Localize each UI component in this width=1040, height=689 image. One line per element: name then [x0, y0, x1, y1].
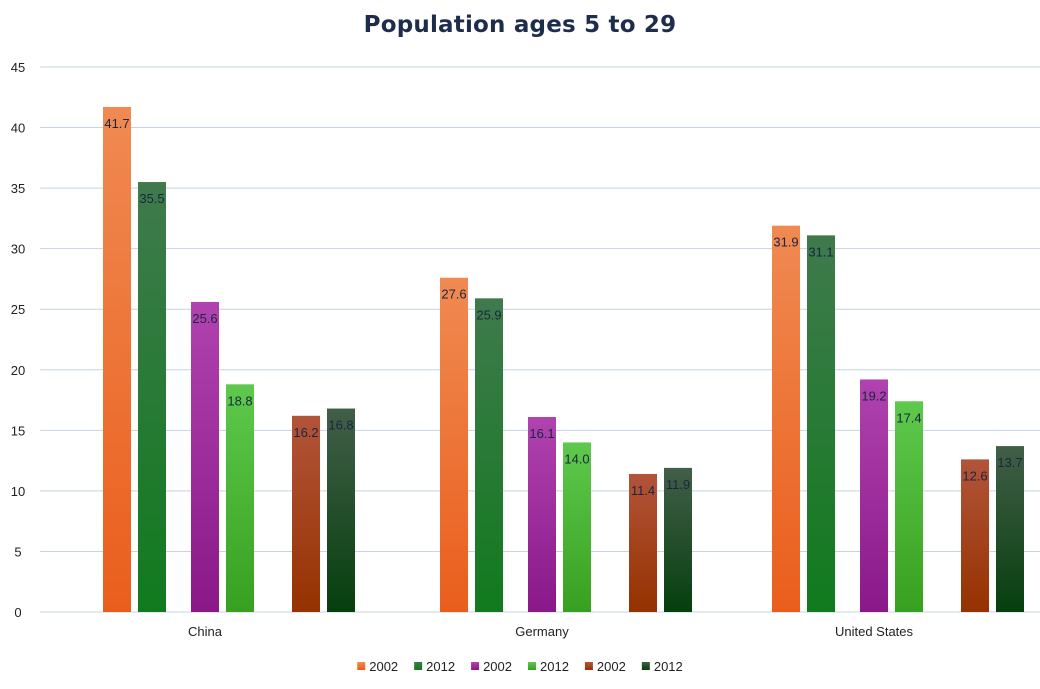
legend-swatch — [528, 662, 536, 670]
data-label: 13.7 — [997, 455, 1022, 470]
data-label: 12.6 — [962, 468, 987, 483]
bar — [996, 446, 1024, 612]
y-tick-label: 45 — [11, 60, 25, 75]
bar — [664, 467, 692, 612]
x-category-label: Germany — [515, 624, 569, 639]
x-category-label: United States — [835, 624, 914, 639]
y-tick-label: 25 — [11, 302, 25, 317]
bar — [191, 301, 219, 612]
legend-swatch — [414, 662, 423, 670]
bar — [807, 235, 835, 612]
y-tick-label: 35 — [11, 181, 25, 196]
bar — [103, 106, 131, 612]
y-axis-ticks: 0 5 10 15 20 25 30 35 40 45 — [11, 60, 25, 620]
x-category-label: China — [188, 624, 223, 639]
data-label: 14.0 — [564, 451, 589, 466]
data-label: 31.1 — [808, 244, 833, 259]
bar — [226, 384, 254, 612]
legend: 2002 2012 2002 2012 2002 2012 — [357, 659, 683, 674]
x-axis-categories: China Germany United States — [188, 624, 914, 639]
data-label: 11.9 — [666, 477, 690, 492]
data-label: 27.6 — [441, 287, 466, 302]
legend-swatch — [471, 662, 480, 670]
bar — [138, 182, 166, 613]
legend-label: 2012 — [540, 659, 569, 674]
y-tick-label: 40 — [11, 121, 25, 136]
data-label: 16.8 — [328, 418, 353, 433]
y-tick-label: 20 — [11, 363, 25, 378]
bar — [292, 415, 320, 612]
chart-title: Population ages 5 to 29 — [363, 12, 677, 38]
legend-label: 2002 — [369, 659, 398, 674]
data-label: 25.6 — [192, 311, 217, 326]
data-label: 41.7 — [104, 116, 129, 131]
data-label: 25.9 — [476, 307, 501, 322]
bar — [629, 473, 657, 612]
data-label: 11.4 — [631, 483, 655, 498]
legend-label: 2002 — [483, 659, 512, 674]
data-label: 35.5 — [139, 191, 164, 206]
bar — [440, 277, 468, 612]
bar — [895, 401, 923, 612]
data-label: 19.2 — [861, 388, 886, 403]
y-tick-label: 5 — [14, 544, 21, 559]
data-label: 16.2 — [293, 425, 318, 440]
bars — [103, 106, 1024, 613]
bar — [327, 408, 355, 612]
bar — [772, 225, 800, 612]
legend-label: 2012 — [426, 659, 455, 674]
bar — [961, 459, 989, 612]
data-label: 18.8 — [227, 393, 252, 408]
data-label: 16.1 — [529, 426, 554, 441]
bar — [528, 417, 556, 612]
legend-label: 2002 — [597, 659, 626, 674]
data-label: 31.9 — [773, 235, 798, 250]
y-tick-label: 30 — [11, 242, 25, 257]
bar — [860, 379, 888, 612]
legend-swatch — [357, 662, 366, 670]
y-tick-label: 10 — [11, 484, 25, 499]
data-label: 17.4 — [896, 410, 921, 425]
bar — [563, 442, 591, 612]
data-labels: 41.7 35.5 25.6 18.8 16.2 16.8 27.6 25.9 16.1 14.0… — [104, 116, 1022, 498]
y-tick-label: 15 — [11, 423, 25, 438]
legend-label: 2012 — [654, 659, 683, 674]
bar — [475, 298, 503, 612]
legend-swatch — [641, 662, 650, 670]
legend-swatch — [584, 662, 593, 670]
y-tick-label: 0 — [14, 605, 21, 620]
